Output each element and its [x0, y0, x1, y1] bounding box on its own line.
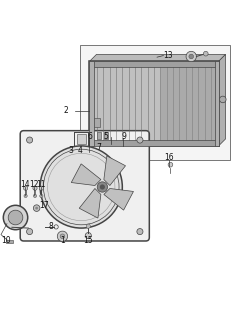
Circle shape — [186, 51, 196, 62]
Circle shape — [35, 207, 38, 210]
Circle shape — [24, 186, 28, 190]
Polygon shape — [104, 188, 133, 210]
Polygon shape — [161, 61, 219, 146]
Circle shape — [85, 233, 91, 239]
Circle shape — [27, 137, 33, 143]
Bar — [77, 134, 86, 144]
Bar — [90, 61, 219, 67]
Circle shape — [137, 137, 143, 143]
Text: 5: 5 — [103, 132, 108, 141]
Circle shape — [219, 96, 226, 103]
Text: 4: 4 — [78, 146, 82, 155]
Circle shape — [100, 184, 105, 189]
Circle shape — [39, 186, 43, 190]
Polygon shape — [79, 188, 101, 218]
Circle shape — [33, 205, 40, 212]
Circle shape — [168, 162, 173, 167]
Polygon shape — [90, 54, 226, 61]
Bar — [90, 61, 94, 146]
Circle shape — [27, 228, 33, 235]
Bar — [104, 132, 108, 139]
Bar — [94, 118, 100, 127]
Text: 6: 6 — [87, 132, 92, 141]
Text: 15: 15 — [83, 236, 93, 245]
Circle shape — [137, 228, 143, 235]
Bar — [97, 132, 101, 139]
Text: 12: 12 — [30, 180, 39, 189]
Circle shape — [60, 234, 65, 239]
Text: 14: 14 — [20, 180, 30, 189]
Circle shape — [86, 224, 90, 228]
Text: 3: 3 — [68, 146, 73, 155]
Polygon shape — [104, 156, 125, 186]
Bar — [90, 140, 219, 146]
Circle shape — [40, 194, 43, 197]
Circle shape — [189, 54, 194, 59]
Polygon shape — [219, 54, 226, 146]
Circle shape — [204, 51, 208, 56]
Text: 7: 7 — [96, 143, 101, 152]
FancyBboxPatch shape — [20, 131, 149, 241]
Circle shape — [8, 210, 23, 225]
Circle shape — [40, 146, 122, 228]
Polygon shape — [80, 45, 230, 160]
Text: 1: 1 — [60, 236, 65, 245]
Circle shape — [97, 182, 108, 192]
Circle shape — [33, 194, 37, 197]
Circle shape — [24, 194, 27, 197]
Text: 11: 11 — [37, 180, 46, 189]
Circle shape — [57, 231, 68, 242]
Polygon shape — [90, 61, 219, 146]
Text: 10: 10 — [1, 236, 11, 245]
Text: 8: 8 — [48, 222, 53, 231]
Text: 2: 2 — [64, 106, 68, 115]
Text: 16: 16 — [164, 153, 174, 162]
Text: 13: 13 — [163, 51, 173, 60]
Circle shape — [33, 186, 37, 190]
Bar — [6, 240, 13, 243]
Text: 17: 17 — [39, 201, 48, 210]
Bar — [215, 61, 219, 146]
Circle shape — [3, 205, 28, 230]
Text: 9: 9 — [121, 132, 126, 141]
Polygon shape — [71, 164, 101, 186]
